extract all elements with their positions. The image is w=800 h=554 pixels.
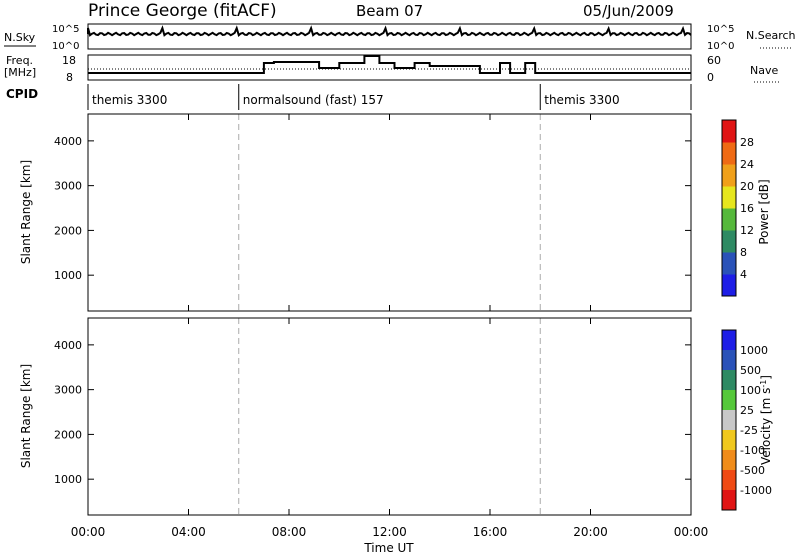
velocity-colorbar-tick: 1000 (740, 344, 768, 357)
x-axis-title: Time UT (363, 541, 414, 554)
power-colorbar-swatch (722, 142, 736, 165)
x-tick-label: 08:00 (272, 525, 307, 539)
noise-left-tick-high: 10^5 (52, 24, 79, 35)
power-colorbar-swatch (722, 252, 736, 275)
velocity-colorbar-swatch (722, 370, 736, 391)
velocity-panel: 1000 2000 3000 4000 Slant Range [km] 1000 50… (19, 114, 773, 554)
freq-label-line1: Freq. (6, 54, 33, 67)
x-tick-label: 00:00 (674, 525, 709, 539)
power-colorbar-tick: 4 (740, 268, 747, 281)
power-colorbar-label: Power [dB] (757, 179, 771, 244)
nave-right-tick-low: 0 (707, 71, 714, 84)
data-region (540, 252, 691, 311)
data-region (95, 208, 262, 222)
data-region (93, 266, 252, 294)
power-colorbar-swatch (722, 230, 736, 253)
velocity-colorbar-tick: 500 (740, 364, 761, 377)
power-colorbar-tick: 16 (740, 202, 754, 215)
noise-left-tick-low: 10^0 (52, 41, 79, 52)
data-region (382, 456, 691, 515)
power-colorbar-frame (721, 119, 737, 297)
y-tick-label: 3000 (54, 180, 82, 193)
cpid-segment-label: themis 3300 (92, 93, 167, 107)
power-colorbar-tick: 8 (740, 246, 747, 259)
data-region (263, 470, 340, 511)
power-colorbar-swatch (722, 274, 736, 297)
velocity-colorbar-swatch (722, 330, 736, 351)
noise-left-label: N.Sky (4, 31, 36, 44)
x-tick-label: 16:00 (473, 525, 508, 539)
velocity-colorbar-frame (721, 329, 737, 511)
y-tick-label: 4000 (54, 135, 82, 148)
data-region (163, 470, 252, 502)
data-gap (344, 114, 380, 311)
velocity-colorbar-swatch (722, 450, 736, 471)
power-panel: 1000 2000 3000 4000 Slant Range [km] 4 8 12 16… (19, 113, 771, 312)
velocity-colorbar-swatch (722, 390, 736, 411)
y-tick-label: 4000 (54, 339, 82, 352)
freq-panel: Freq. [MHz] 18 8 60 0 Nave (4, 54, 780, 84)
data-region (452, 230, 478, 244)
y-tick-label: 1000 (54, 269, 82, 282)
y-tick-label: 2000 (54, 224, 82, 237)
beam-title: Beam 07 (356, 2, 423, 20)
y-tick-label: 2000 (54, 428, 82, 441)
velocity-colorbar-tick: -1000 (740, 484, 772, 497)
noise-right-label: N.Search (746, 29, 796, 42)
velocity-colorbar-tick: 100 (740, 384, 761, 397)
x-tick-label: 00:00 (71, 525, 106, 539)
velocity-colorbar-swatch (722, 430, 736, 451)
velocity-colorbar-swatch (722, 470, 736, 491)
noise-right-tick-high: 10^5 (707, 24, 734, 35)
velocity-colorbar-swatch (722, 490, 736, 511)
noise-panel-frame (87, 23, 692, 50)
power-colorbar-swatch (722, 164, 736, 187)
velocity-colorbar-tick: -100 (740, 444, 765, 457)
cpid-panel: CPID themis 3300 normalsound (fast) 157 th… (6, 84, 692, 110)
velocity-colorbar-swatch (722, 350, 736, 371)
velocity-colorbar-swatch (722, 410, 736, 431)
cpid-segment-label: normalsound (fast) 157 (243, 93, 384, 107)
nave-right-label: Nave (750, 64, 778, 77)
velocity-ylabel: Slant Range [km] (19, 364, 33, 468)
power-ylabel: Slant Range [km] (19, 160, 33, 264)
data-region (175, 248, 234, 262)
nave-right-tick-high: 60 (707, 54, 721, 67)
power-colorbar-swatch (722, 186, 736, 209)
power-colorbar-tick: 24 (740, 158, 754, 171)
power-colorbar-tick: 28 (740, 136, 754, 149)
data-region (93, 461, 169, 502)
freq-panel-frame (87, 54, 692, 81)
data-gap (344, 318, 380, 515)
cpid-label: CPID (6, 87, 38, 101)
noise-sky-trace (87, 25, 692, 37)
velocity-colorbar-label: Velocity [m s-1] (759, 375, 773, 465)
power-colorbar-swatch (722, 120, 736, 143)
freq-left-tick-high: 18 (62, 54, 76, 67)
freq-label-line2: [MHz] (4, 66, 36, 79)
date-title: 05/Jun/2009 (583, 2, 674, 20)
power-colorbar-tick: 20 (740, 180, 754, 193)
x-tick-label: 04:00 (171, 525, 206, 539)
power-colorbar-swatch (722, 208, 736, 231)
data-region (100, 412, 259, 462)
noise-panel: N.Sky 10^5 10^0 10^5 10^0 N.Search (4, 23, 796, 52)
station-title: Prince George (fitACF) (88, 1, 277, 21)
velocity-colorbar-tick: -500 (740, 464, 765, 477)
y-tick-label: 3000 (54, 384, 82, 397)
y-tick-label: 1000 (54, 473, 82, 486)
data-region (263, 266, 340, 289)
noise-right-tick-low: 10^0 (707, 41, 734, 52)
velocity-colorbar-tick: 25 (740, 404, 754, 417)
nave-trace (88, 55, 691, 74)
velocity-colorbar-tick: -25 (740, 424, 758, 437)
x-tick-label: 12:00 (372, 525, 407, 539)
cpid-segment-label: themis 3300 (544, 93, 619, 107)
x-tick-label: 20:00 (573, 525, 608, 539)
power-colorbar-tick: 12 (740, 224, 754, 237)
data-region (382, 275, 541, 307)
freq-left-tick-low: 8 (66, 71, 73, 84)
